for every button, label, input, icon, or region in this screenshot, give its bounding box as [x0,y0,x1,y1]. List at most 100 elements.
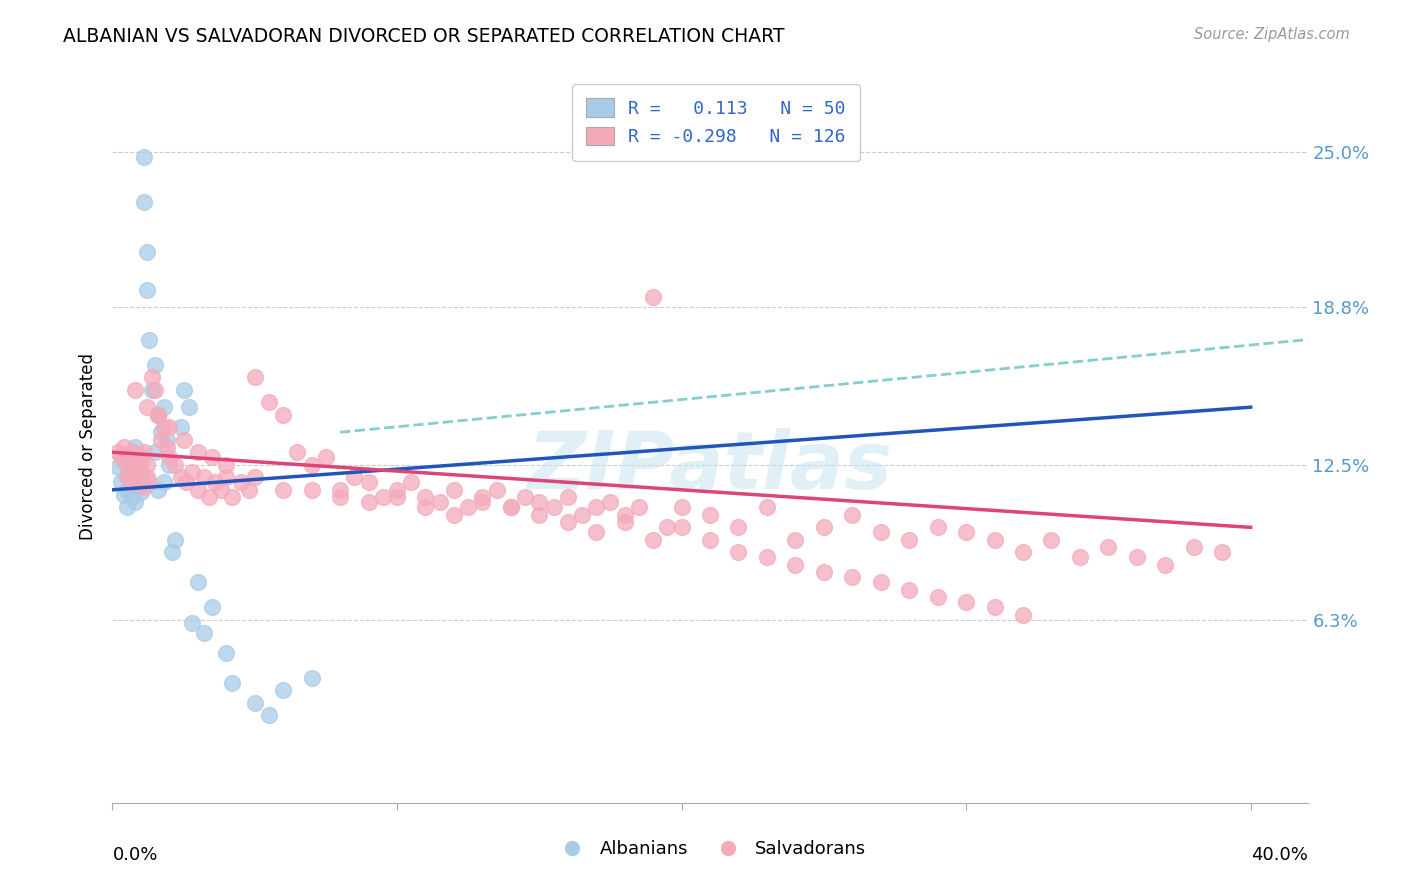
Text: ZIPatlas: ZIPatlas [527,428,893,507]
Point [1040,533,1063,547]
Point [135,400,157,414]
Text: 40.0%: 40.0% [1251,846,1308,863]
Point [983,533,1005,547]
Point [118,465,141,479]
Point [271,683,294,698]
Point [243,470,266,484]
Point [135,458,157,472]
Point [155,433,177,447]
Point [613,508,636,522]
Point [813,566,835,580]
Point [155,440,177,454]
Point [107,445,129,459]
Point [357,495,380,509]
Point [152,420,174,434]
Point [898,582,921,597]
Point [129,452,152,467]
Point [221,491,243,505]
Point [671,500,693,515]
Point [118,450,141,465]
Point [215,458,238,472]
Point [129,467,152,482]
Point [257,395,280,409]
Point [146,483,169,497]
Point [187,445,209,459]
Text: ALBANIAN VS SALVADORAN DIVORCED OR SEPARATED CORRELATION CHART: ALBANIAN VS SALVADORAN DIVORCED OR SEPAR… [63,27,785,45]
Point [415,491,437,505]
Point [121,475,143,490]
Point [107,460,129,475]
Point [371,491,394,505]
Point [170,420,193,434]
Point [149,425,172,440]
Point [755,500,778,515]
Point [221,675,243,690]
Point [385,483,408,497]
Point [198,491,221,505]
Point [443,508,465,522]
Point [127,458,149,472]
Point [385,491,408,505]
Point [132,480,155,494]
Point [215,470,238,484]
Point [138,333,160,347]
Point [657,520,679,534]
Point [129,450,152,465]
Point [143,445,166,459]
Point [238,483,260,497]
Point [1182,541,1205,555]
Point [243,696,266,710]
Point [141,370,163,384]
Point [127,480,149,494]
Point [813,520,835,534]
Point [415,500,437,515]
Point [755,550,778,565]
Point [152,475,174,490]
Point [193,470,215,484]
Point [315,450,337,465]
Point [201,450,224,465]
Point [187,483,209,497]
Point [118,465,141,479]
Point [485,483,508,497]
Point [112,455,135,469]
Point [215,646,238,660]
Point [699,508,721,522]
Point [129,485,152,500]
Point [209,483,232,497]
Point [927,520,949,534]
Point [165,533,187,547]
Point [983,600,1005,615]
Point [955,525,977,540]
Point [157,458,180,472]
Y-axis label: Divorced or Separated: Divorced or Separated [79,352,97,540]
Point [401,475,423,490]
Text: Source: ZipAtlas.com: Source: ZipAtlas.com [1194,27,1350,42]
Point [898,533,921,547]
Point [141,383,163,397]
Point [112,488,135,502]
Point [229,475,252,490]
Point [471,495,494,509]
Point [627,500,650,515]
Point [173,433,195,447]
Point [357,475,380,490]
Point [157,420,180,434]
Point [110,450,132,465]
Point [124,455,146,469]
Point [201,600,224,615]
Point [585,500,607,515]
Point [1012,607,1035,622]
Legend: Albanians, Salvadorans: Albanians, Salvadorans [547,833,873,865]
Point [1097,541,1119,555]
Point [499,500,522,515]
Point [343,470,366,484]
Point [329,483,352,497]
Point [443,483,465,497]
Point [271,408,294,422]
Point [471,491,494,505]
Point [115,500,138,515]
Point [1012,545,1035,559]
Point [170,470,193,484]
Point [146,408,169,422]
